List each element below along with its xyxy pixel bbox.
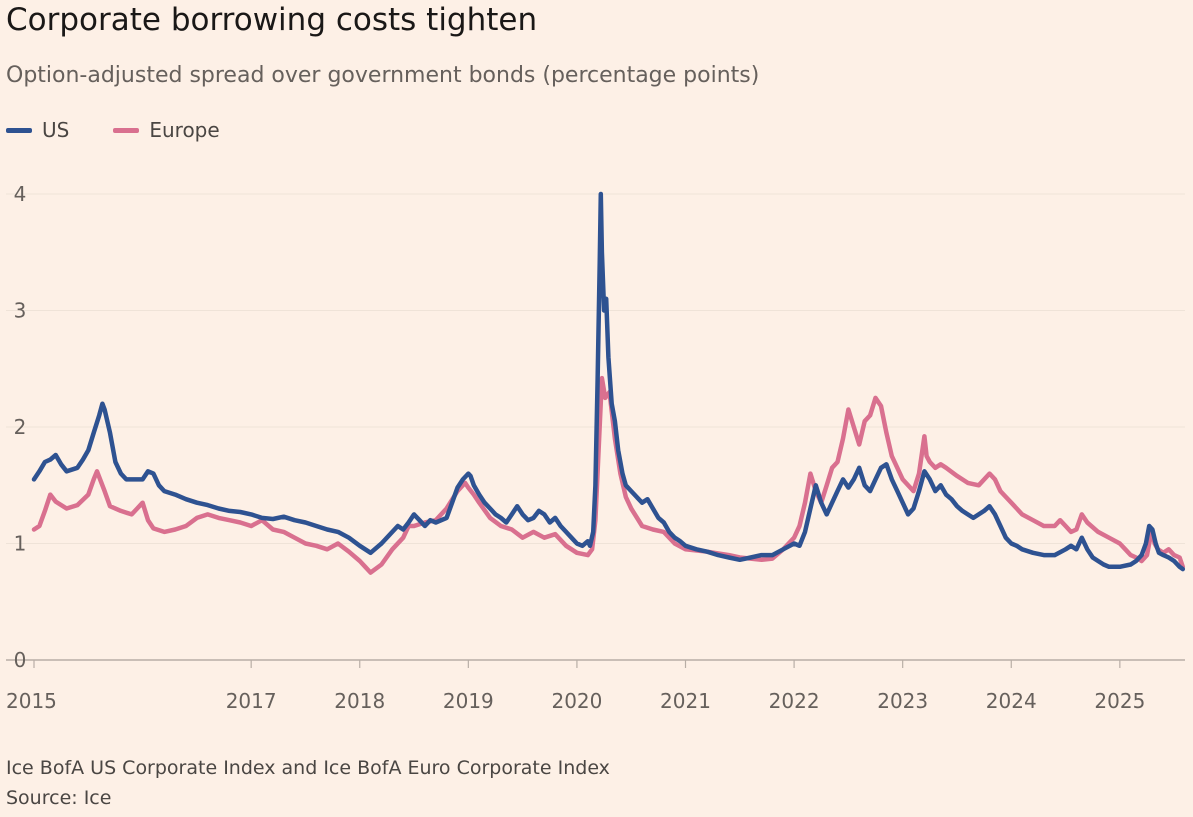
legend-swatch-europe	[113, 127, 140, 133]
chart-subtitle: Option-adjusted spread over government b…	[6, 63, 760, 88]
x-tick-label: 2018	[334, 689, 385, 713]
legend-item-europe: Europe	[113, 118, 220, 142]
x-tick-label: 2022	[769, 689, 820, 713]
legend-label-europe: Europe	[149, 118, 220, 142]
y-tick-label: 1	[14, 532, 27, 556]
x-tick-label: 2015	[6, 689, 57, 713]
y-tick-label: 2	[14, 415, 27, 439]
series-lines	[31, 191, 1186, 575]
axis-ticks: 0 1 2 3 4 2015 2017 2018 2019 2020 2021 2022 2023 202…	[6, 182, 1145, 713]
chart-title: Corporate borrowing costs tighten	[6, 2, 538, 38]
x-tick-label: 2017	[226, 689, 277, 713]
source-note: Source: Ice	[6, 787, 112, 809]
series-line-us	[31, 191, 1186, 572]
x-tick-label: 2024	[986, 689, 1037, 713]
index-note: Ice BofA US Corporate Index and Ice BofA…	[6, 757, 610, 779]
x-tick-label: 2023	[877, 689, 928, 713]
x-tick-label: 2020	[551, 689, 602, 713]
x-tick-label: 2019	[443, 689, 494, 713]
x-tick-label: 2021	[660, 689, 711, 713]
y-tick-label: 0	[14, 648, 27, 672]
y-tick-label: 4	[14, 182, 27, 206]
gridlines	[6, 193, 1185, 668]
legend: US Europe	[6, 118, 264, 142]
legend-item-us: US	[6, 118, 69, 142]
x-tick-label: 2025	[1094, 689, 1145, 713]
legend-swatch-us	[6, 127, 32, 133]
y-tick-label: 3	[14, 299, 27, 323]
series-line-europe	[31, 375, 1186, 575]
legend-label-us: US	[42, 118, 70, 142]
